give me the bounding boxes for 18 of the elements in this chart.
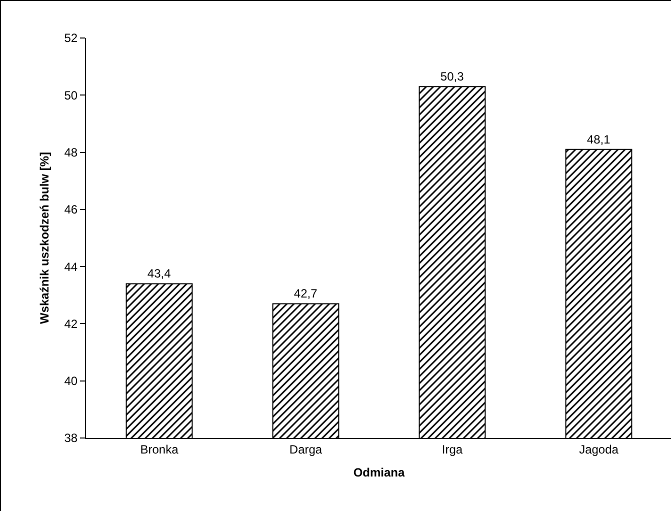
data-label: 48,1	[586, 132, 611, 146]
x-tick-label: Jagoda	[579, 442, 619, 456]
x-axis-title: Odmiana	[353, 465, 405, 480]
data-label: 50,3	[440, 70, 464, 84]
x-tick-label: Irga	[442, 442, 463, 456]
y-tick-label: 50	[64, 88, 78, 102]
y-tick-label: 48	[64, 145, 78, 160]
x-tick-label: Bronka	[140, 442, 179, 456]
x-tick-label: Darga	[289, 442, 322, 456]
y-axis-title: Wskaźnik uszkodzeń bulw [%]	[38, 152, 52, 324]
y-tick-label: 40	[64, 374, 78, 388]
y-tick-label: 42	[64, 316, 78, 331]
data-label: 43,4	[147, 266, 172, 281]
data-label: 42,7	[294, 286, 318, 301]
y-tick-label: 46	[64, 202, 78, 217]
y-tick-label: 52	[64, 31, 78, 46]
y-tick-label: 38	[64, 431, 78, 446]
y-tick-label: 44	[64, 260, 78, 274]
